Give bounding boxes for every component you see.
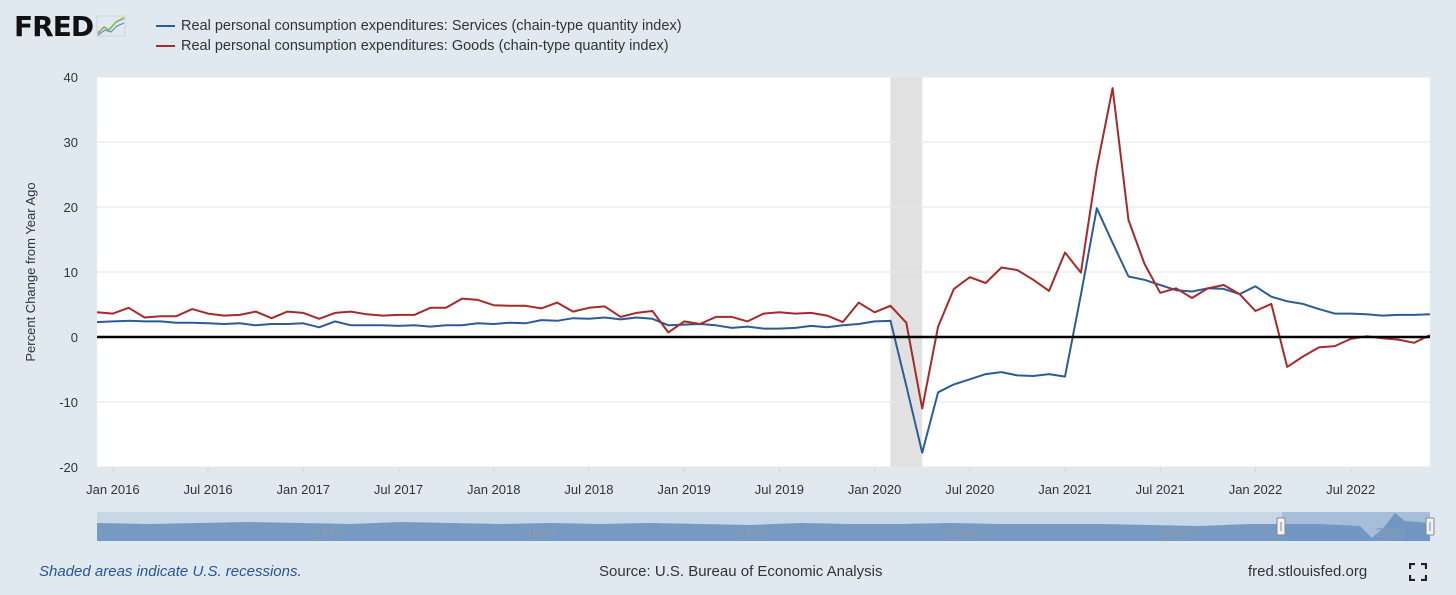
x-tick-label: Jul 2019 <box>755 482 804 497</box>
y-tick-label: 30 <box>64 135 78 150</box>
navigator-year-label: 2010 <box>1161 525 1190 540</box>
x-tick-label: Jan 2019 <box>657 482 711 497</box>
y-tick-label: 40 <box>64 70 78 85</box>
x-tick-label: Jul 2022 <box>1326 482 1375 497</box>
series-line-goods[interactable] <box>96 87 1431 410</box>
x-tick-label: Jan 2017 <box>277 482 331 497</box>
x-tick-label: Jan 2022 <box>1229 482 1283 497</box>
x-tick-label: Jan 2016 <box>86 482 140 497</box>
y-tick-label: 20 <box>64 200 78 215</box>
fred-logo[interactable]: FRED <box>14 10 126 43</box>
x-tick-label: Jan 2018 <box>467 482 521 497</box>
recession-note: Shaded areas indicate U.S. recessions. <box>39 563 302 580</box>
expand-icon[interactable] <box>1409 563 1427 581</box>
y-tick-label: -20 <box>59 460 78 475</box>
legend-label-services: Real personal consumption expenditures: … <box>181 18 682 34</box>
navigator-year-label: 2000 <box>949 525 978 540</box>
line-graph-icon <box>96 15 126 36</box>
legend-label-goods: Real personal consumption expenditures: … <box>181 38 669 54</box>
navigator-year-label: 1980 <box>526 525 555 540</box>
x-tick-label: Jul 2018 <box>564 482 613 497</box>
navigator-year-label: 1970 <box>314 525 343 540</box>
x-tick-label: Jul 2021 <box>1136 482 1185 497</box>
navigator-selection[interactable] <box>1282 512 1430 541</box>
x-tick-label: Jan 2021 <box>1038 482 1092 497</box>
x-tick-label: Jan 2020 <box>848 482 902 497</box>
navigator-year-label: 1990 <box>738 525 767 540</box>
legend-item-goods[interactable]: Real personal consumption expenditures: … <box>156 36 682 56</box>
navigator-year-label: 2020 <box>1376 525 1405 540</box>
y-tick-label: -10 <box>59 395 78 410</box>
legend-item-services[interactable]: Real personal consumption expenditures: … <box>156 16 682 36</box>
x-tick-label: Jul 2020 <box>945 482 994 497</box>
y-axis-label: Percent Change from Year Ago <box>23 182 38 361</box>
y-tick-label: 0 <box>71 330 78 345</box>
navigator-area <box>97 513 1430 541</box>
source-text: Source: U.S. Bureau of Economic Analysis <box>599 563 883 580</box>
legend-swatch-services <box>156 25 175 27</box>
chart-legend: Real personal consumption expenditures: … <box>156 16 682 56</box>
legend-swatch-goods <box>156 45 175 47</box>
y-tick-label: 10 <box>64 265 78 280</box>
x-tick-label: Jul 2016 <box>184 482 233 497</box>
fred-logo-text: FRED <box>14 10 94 43</box>
x-tick-label: Jul 2017 <box>374 482 423 497</box>
fred-url-link[interactable]: fred.stlouisfed.org <box>1248 563 1368 580</box>
range-navigator[interactable]: 1970 1980 1990 2000 2010 2020 <box>97 512 1435 541</box>
